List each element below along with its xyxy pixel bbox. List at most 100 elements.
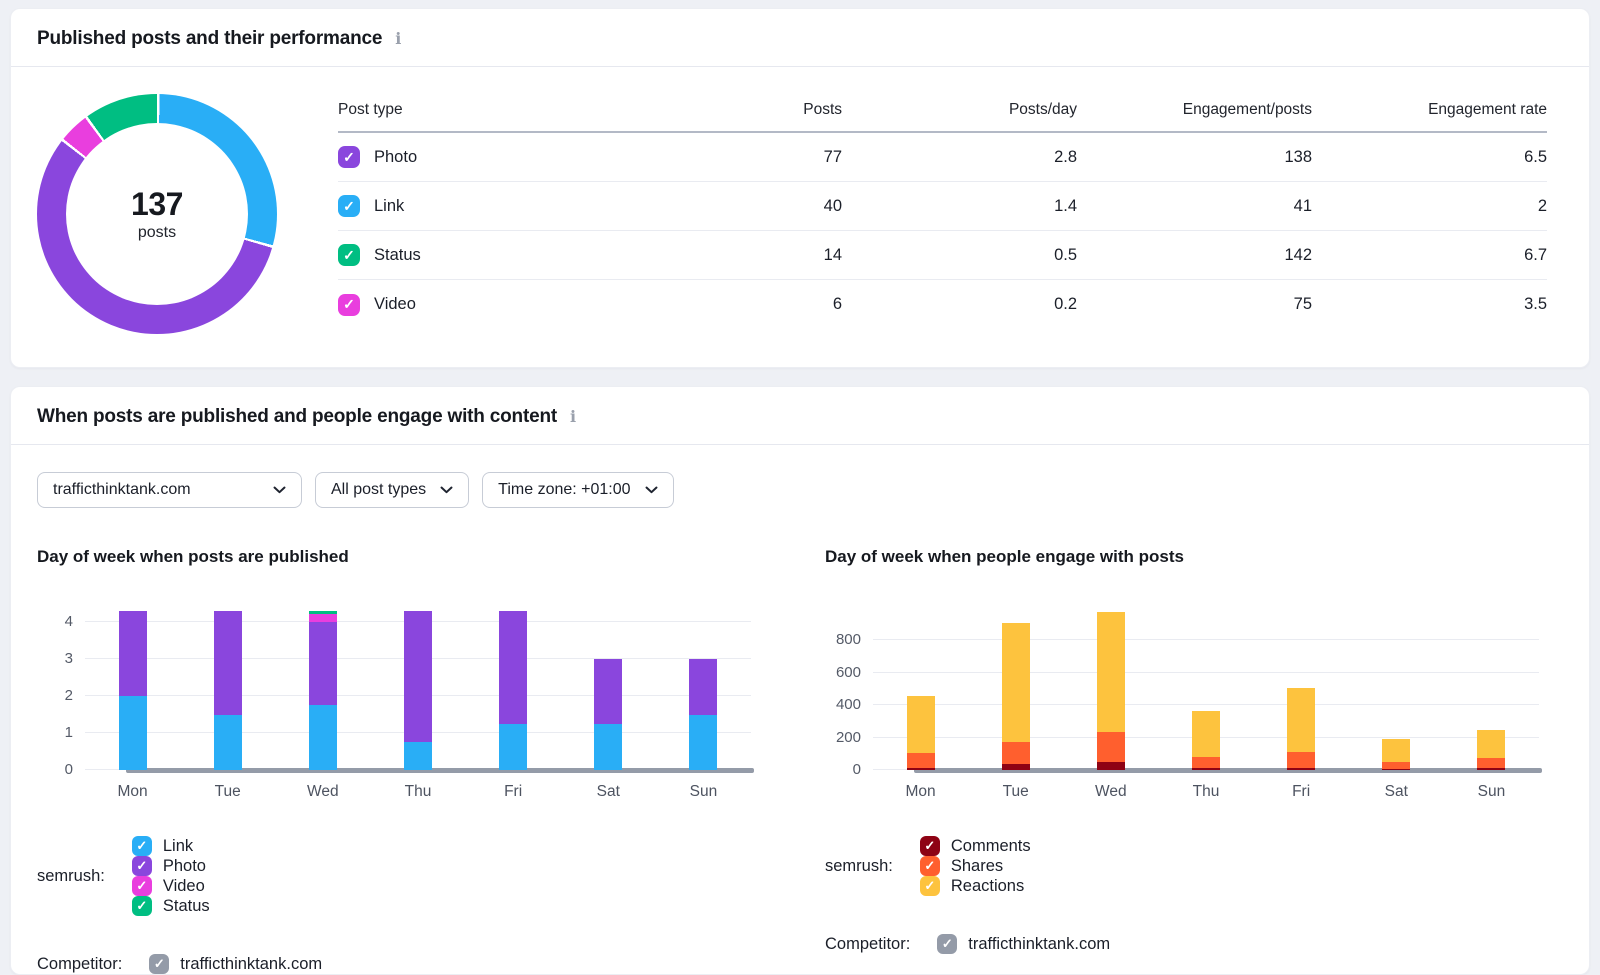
stacked-bar: [308, 611, 337, 770]
legend-label: Status: [162, 896, 210, 915]
competitor-label: Competitor:: [825, 934, 911, 953]
value-cell: 2.8: [1054, 147, 1077, 166]
published-posts-title: Published posts and their performance: [37, 28, 383, 49]
post-type-cell: ✓ Video: [338, 293, 607, 316]
value-cell: 2: [1537, 196, 1547, 215]
post-type-table: Post type Posts Posts/day Engagement/pos…: [338, 101, 1547, 334]
reactions-checkbox[interactable]: ✓: [919, 876, 940, 896]
value-cell: 0.2: [1054, 295, 1077, 313]
photo-segment: [594, 659, 623, 724]
table-row: ✓ Status 14 0.5 142 6.7: [338, 231, 1547, 280]
comments-segment: [1477, 767, 1506, 770]
domain-dropdown[interactable]: trafficthinktank.com: [37, 472, 302, 508]
video-checkbox[interactable]: ✓: [131, 876, 152, 896]
comments-checkbox[interactable]: ✓: [919, 836, 940, 856]
link-segment: [594, 723, 623, 770]
competitor-domain-label: trafficthinktank.com: [180, 954, 323, 973]
bar-column-sun: [1444, 600, 1539, 770]
legend-owner-label: semrush:: [825, 856, 893, 875]
shares-checkbox[interactable]: ✓: [919, 856, 940, 876]
legend-label: Photo: [162, 856, 206, 875]
competitor-item: ✓ trafficthinktank.com: [149, 954, 322, 974]
when-posts-header: When posts are published and people enga…: [11, 387, 1589, 444]
competitor-checkbox[interactable]: ✓: [149, 954, 170, 974]
x-axis-labels: Mon Tue Wed Thu Fri Sat Sun: [85, 783, 751, 801]
comments-segment: [1001, 764, 1030, 770]
legend-items: ✓ Link ✓ Photo ✓ Video ✓ Status: [131, 836, 233, 916]
competitor-checkbox[interactable]: ✓: [937, 934, 958, 954]
video-checkbox[interactable]: ✓: [338, 293, 360, 316]
reactions-segment: [1382, 739, 1411, 762]
status-checkbox[interactable]: ✓: [131, 896, 152, 916]
stacked-bar: [118, 611, 147, 770]
engage-chart-legend: semrush: ✓ Comments ✓ Shares ✓ Reactions: [825, 836, 1539, 896]
bar-column-thu: [370, 600, 465, 770]
status-checkbox[interactable]: ✓: [338, 244, 360, 266]
when-posts-card: When posts are published and people enga…: [10, 386, 1590, 975]
engage-by-day-chart-block: Day of week when people engage with post…: [825, 547, 1542, 974]
stacked-bar: [213, 611, 242, 770]
value-cell: 41: [1293, 196, 1312, 215]
link-segment: [308, 705, 337, 770]
value-cell: 6: [832, 295, 842, 313]
stacked-bar: [1287, 688, 1316, 770]
post-type-cell: ✓ Link: [338, 195, 607, 217]
competitor-baseline-bar: [914, 768, 1542, 773]
photo-segment: [403, 611, 432, 743]
info-icon[interactable]: i: [570, 407, 577, 426]
published-posts-card: Published posts and their performance i …: [10, 8, 1590, 368]
value-cell: 0.5: [1054, 245, 1077, 264]
published-chart-legend: semrush: ✓ Link ✓ Photo ✓ Video ✓ Status: [37, 836, 751, 916]
link-checkbox[interactable]: ✓: [338, 195, 360, 217]
competitor-domain-label: trafficthinktank.com: [968, 934, 1111, 953]
reactions-segment: [906, 695, 935, 754]
y-tick-label: 0: [64, 761, 73, 778]
total-posts-value: 137: [131, 186, 183, 222]
y-tick-label: 4: [64, 613, 73, 631]
photo-checkbox[interactable]: ✓: [131, 856, 152, 876]
shares-segment: [1477, 757, 1506, 768]
post-type-dropdown[interactable]: All post types: [315, 472, 470, 508]
legend-items: ✓ Comments ✓ Shares ✓ Reactions: [919, 836, 1054, 896]
value-cell: 75: [1293, 295, 1312, 313]
info-icon[interactable]: i: [395, 29, 402, 48]
plot-area: [873, 600, 1542, 773]
divider: [11, 66, 1589, 67]
chevron-down-icon: [645, 486, 658, 494]
value-cell: 14: [823, 245, 842, 264]
engage-chart-competitor-row: Competitor: ✓ trafficthinktank.com: [825, 934, 1539, 954]
y-tick-label: 400: [835, 696, 861, 714]
table-rows: ✓ Photo 77 2.8 138 6.5 ✓ Link 40 1.4 41 2 ✓ Status 14 0…: [338, 133, 1547, 329]
value-cell: 3.5: [1524, 295, 1547, 313]
x-tick-label: Sat: [1384, 783, 1408, 800]
legend-label: Video: [162, 876, 205, 895]
comments-segment: [1096, 761, 1125, 770]
reactions-segment: [1001, 622, 1030, 742]
donut-center: 137 posts: [66, 123, 248, 305]
divider: [11, 444, 1589, 445]
y-tick-label: 0: [852, 761, 861, 778]
photo-checkbox[interactable]: ✓: [338, 146, 360, 168]
status-segment: [308, 611, 337, 615]
value-cell: 1.4: [1054, 196, 1077, 215]
bars-layer: [873, 600, 1539, 770]
bar-column-mon: [85, 600, 180, 770]
timezone-dropdown[interactable]: Time zone: +01:00: [482, 472, 674, 508]
legend-item-status: ✓ Status: [131, 896, 210, 916]
plot-area: [85, 600, 754, 773]
video-segment: [308, 614, 337, 623]
stacked-bar: [1191, 710, 1220, 770]
y-tick-label: 200: [835, 728, 861, 746]
column-header-engagement-posts: Engagement/posts: [1182, 101, 1312, 118]
table-row: ✓ Link 40 1.4 41 2: [338, 182, 1547, 231]
link-checkbox[interactable]: ✓: [131, 836, 152, 856]
link-segment: [118, 696, 147, 770]
bar-column-sat: [1349, 600, 1444, 770]
chevron-down-icon: [440, 486, 453, 494]
engage-by-day-chart-title: Day of week when people engage with post…: [825, 547, 1184, 566]
bar-column-thu: [1158, 600, 1253, 770]
stacked-bar: [1382, 739, 1411, 770]
bar-column-tue: [180, 600, 275, 770]
total-posts-label: posts: [137, 224, 177, 241]
shares-segment: [906, 753, 935, 768]
